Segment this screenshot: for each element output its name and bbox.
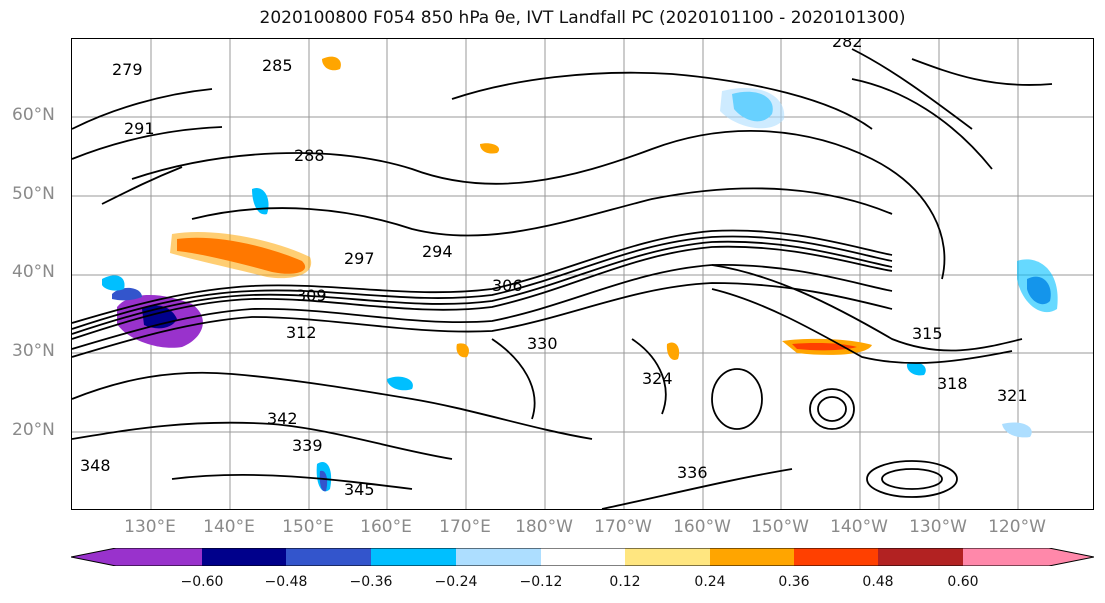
contour-label-279: 279 xyxy=(112,60,143,79)
contour-label-318: 318 xyxy=(937,374,968,393)
contour-label-339: 339 xyxy=(292,436,323,455)
lon-label-170w: 170°W xyxy=(594,517,652,537)
contour-labels: 279 282 285 288 291 294 297 306 309 312 … xyxy=(80,39,1028,499)
lightblue-spot-1 xyxy=(1002,422,1032,438)
colorbar-label-012: 0.12 xyxy=(609,574,641,590)
contour-label-294: 294 xyxy=(422,242,453,261)
map-canvas: 279 282 285 288 291 294 297 306 309 312 … xyxy=(72,39,1093,509)
orange-spot-2 xyxy=(666,342,680,360)
contour-label-324: 324 xyxy=(642,369,673,388)
colorbar-bin-2 xyxy=(202,548,286,566)
colorbar-extend-max xyxy=(1049,548,1094,566)
colorbar-bin-5 xyxy=(456,548,541,566)
lon-label-150w: 150°W xyxy=(751,517,809,537)
lon-label-130e: 130°E xyxy=(124,517,176,537)
contour-label-312: 312 xyxy=(286,323,317,342)
contour-label-345: 345 xyxy=(344,480,375,499)
colorbar-bin-1 xyxy=(116,548,202,566)
blue-patch-japan xyxy=(112,287,142,301)
contour-label-285: 285 xyxy=(262,56,293,75)
lon-label-120w: 120°W xyxy=(988,517,1046,537)
lon-label-130w: 130°W xyxy=(909,517,967,537)
colorbar-label-060: 0.60 xyxy=(947,574,979,590)
cyan-spot-3 xyxy=(252,188,269,215)
colorbar-bin-8 xyxy=(710,548,794,566)
contour-label-330: 330 xyxy=(527,334,558,353)
lon-label-140e: 140°E xyxy=(203,517,255,537)
lon-label-160w: 160°W xyxy=(673,517,731,537)
cyan-spot-2 xyxy=(906,362,926,376)
lat-label-40n: 40°N xyxy=(12,262,55,282)
graticule xyxy=(72,39,1093,509)
cyan-patch-japan xyxy=(102,275,125,291)
blue-patch-hawaii-w xyxy=(319,470,328,492)
contour-label-282: 282 xyxy=(832,39,863,51)
colorbar-label-024: 0.24 xyxy=(694,574,726,590)
colorbar-label-m024: −0.24 xyxy=(434,574,478,590)
colorbar-bin-4 xyxy=(371,548,456,566)
theta-e-contours xyxy=(72,48,1053,509)
contour-label-348: 348 xyxy=(80,456,111,475)
colorbar xyxy=(71,548,1094,566)
lon-label-180w: 180°W xyxy=(515,517,573,537)
contour-label-306: 306 xyxy=(492,276,523,295)
lon-label-150e: 150°E xyxy=(282,517,334,537)
contour-label-288: 288 xyxy=(294,146,325,165)
contour-label-336: 336 xyxy=(677,463,708,482)
colorbar-extend-min xyxy=(71,548,116,566)
lat-label-60n: 60°N xyxy=(12,105,55,125)
colorbar-bin-10 xyxy=(878,548,963,566)
lightblue-patch-alaska xyxy=(720,87,785,129)
colorbar-label-036: 0.36 xyxy=(778,574,810,590)
colorbar-bin-9 xyxy=(794,548,878,566)
contour-label-321: 321 xyxy=(997,386,1028,405)
colorbar-label-m060: −0.60 xyxy=(180,574,224,590)
lon-label-140w: 140°W xyxy=(830,517,888,537)
colorbar-bin-6 xyxy=(541,548,625,566)
lat-label-20n: 20°N xyxy=(12,420,55,440)
lat-label-50n: 50°N xyxy=(12,184,55,204)
contour-label-291: 291 xyxy=(124,119,155,138)
contour-label-309: 309 xyxy=(296,286,327,305)
map-title: 2020100800 F054 850 hPa θe, IVT Landfall… xyxy=(259,8,906,28)
orange-spot-1 xyxy=(322,56,341,71)
colorbar-label-m012: −0.12 xyxy=(519,574,563,590)
colorbar-bin-3 xyxy=(286,548,371,566)
map-panel: 279 282 285 288 291 294 297 306 309 312 … xyxy=(71,38,1094,510)
lon-label-160e: 160°E xyxy=(360,517,412,537)
colorbar-bin-7 xyxy=(625,548,710,566)
cyan-patch-westcoast xyxy=(1017,259,1058,313)
orange-spot-4 xyxy=(480,143,500,154)
colorbar-label-m036: −0.36 xyxy=(349,574,393,590)
contour-label-342: 342 xyxy=(267,409,298,428)
colorbar-label-m048: −0.48 xyxy=(264,574,308,590)
colorbar-bin-11 xyxy=(963,548,1049,566)
contour-label-297: 297 xyxy=(344,249,375,268)
lon-label-170e: 170°E xyxy=(439,517,491,537)
orange-band-outer xyxy=(170,231,312,279)
colorbar-label-048: 0.48 xyxy=(862,574,894,590)
orange-spot-3 xyxy=(456,343,469,358)
contour-label-315: 315 xyxy=(912,324,943,343)
cyan-spot-1 xyxy=(387,376,413,391)
lat-label-30n: 30°N xyxy=(12,341,55,361)
